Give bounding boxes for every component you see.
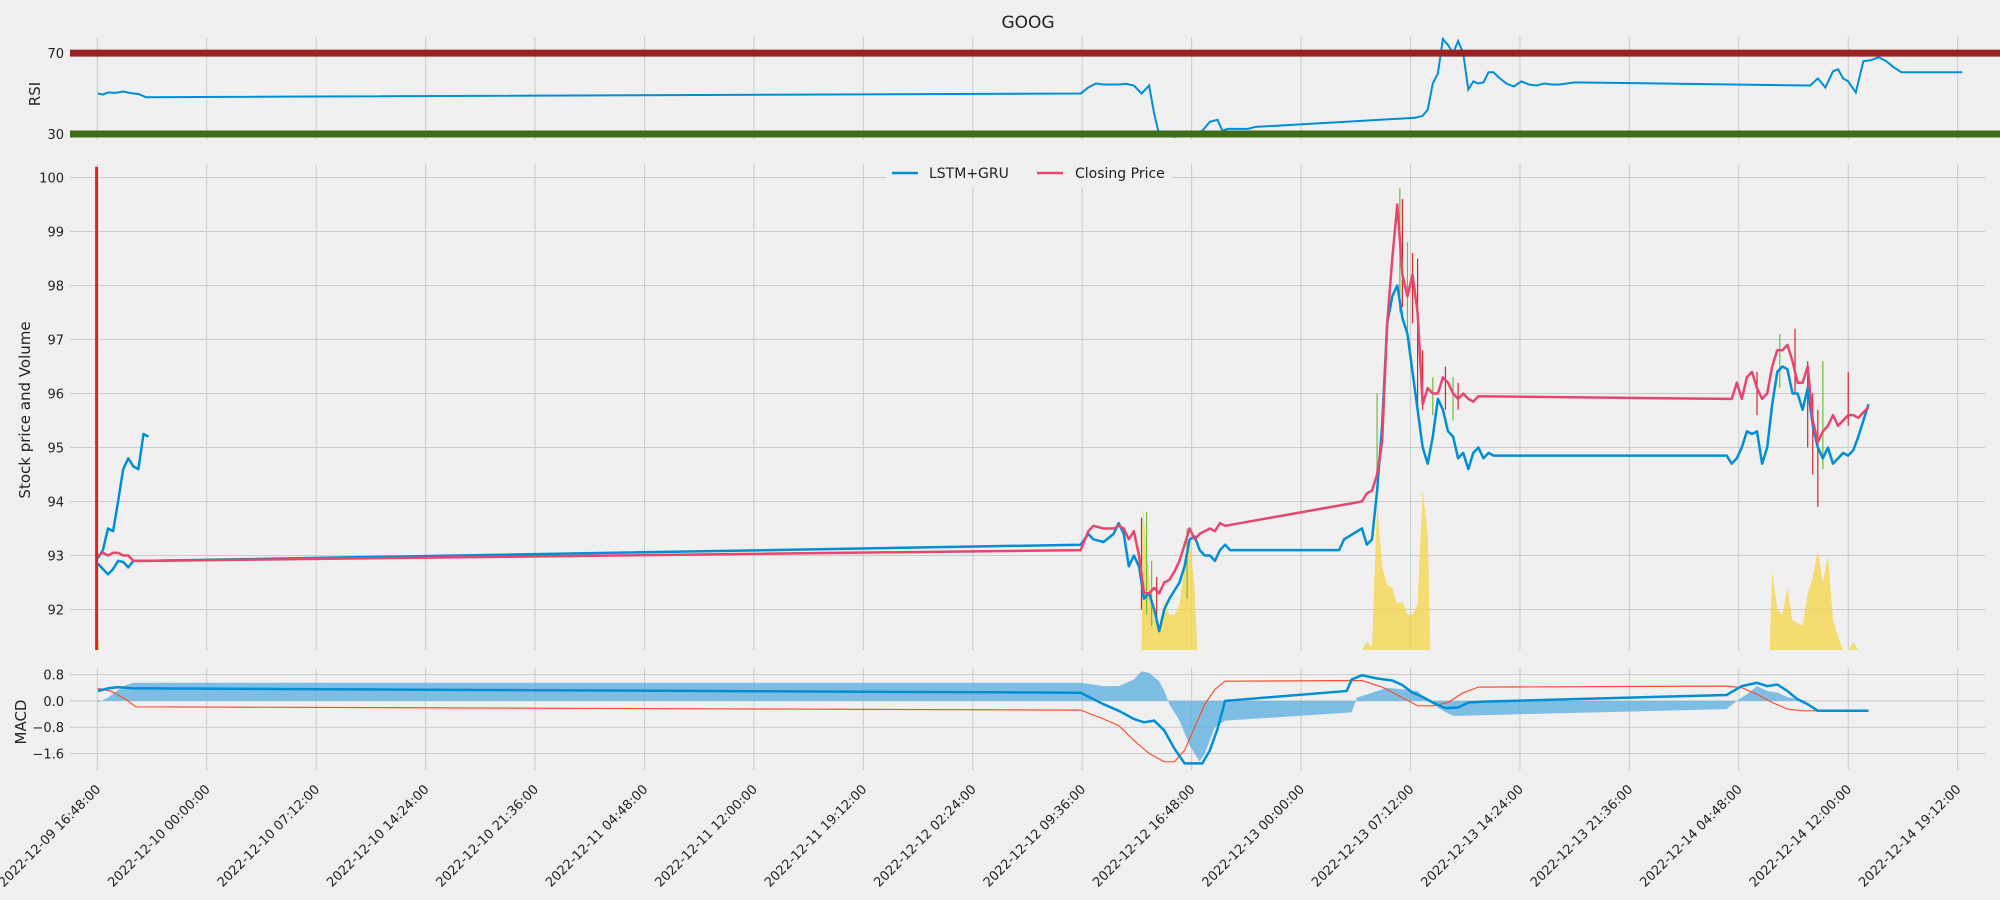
rsi-panel: 30 70 RSI bbox=[26, 36, 2000, 143]
price-ylabel: Stock price and Volume bbox=[16, 321, 34, 498]
rsi-series bbox=[70, 36, 2000, 139]
macd-panel: 0.8 0.0 −0.8 −1.6 MACD bbox=[12, 668, 1985, 770]
y-tick-label: 95 bbox=[47, 442, 64, 457]
closing-price-line bbox=[97, 203, 1870, 595]
macd-line bbox=[97, 673, 1869, 765]
macd-series bbox=[97, 671, 1869, 765]
y-tick-label: 100 bbox=[39, 172, 64, 187]
y-tick-label: 0.0 bbox=[43, 695, 64, 710]
y-tick-label: 70 bbox=[47, 47, 64, 62]
y-tick-label: 93 bbox=[47, 550, 64, 565]
macd-histogram bbox=[97, 671, 1869, 762]
rsi-ylabel: RSI bbox=[26, 82, 44, 106]
lstm-gru-line bbox=[96, 284, 1870, 633]
price-legend: LSTM+GRU Closing Price bbox=[886, 159, 1172, 187]
legend-box bbox=[886, 159, 1172, 187]
y-tick-label: 0.8 bbox=[43, 669, 64, 684]
legend-label-lstm-gru: LSTM+GRU bbox=[929, 166, 1009, 182]
y-tick-label: 30 bbox=[47, 128, 64, 143]
rsi-line bbox=[97, 36, 1963, 139]
y-tick-label: 94 bbox=[47, 496, 64, 511]
y-tick-label: −0.8 bbox=[32, 721, 64, 736]
macd-signal-line bbox=[97, 679, 1869, 763]
lstm-gru-line bbox=[96, 432, 150, 559]
volume-area bbox=[95, 490, 1859, 650]
chart-title: GOOG bbox=[1001, 13, 1054, 33]
price-volume bbox=[95, 490, 1859, 650]
price-panel: 92 93 94 95 96 97 98 99 100 Stock price and Volu… bbox=[16, 159, 1985, 650]
y-tick-label: −1.6 bbox=[32, 748, 64, 763]
price-ytick-labels: 92 93 94 95 96 97 98 99 100 bbox=[39, 172, 64, 619]
y-tick-label: 92 bbox=[47, 604, 64, 619]
price-series bbox=[95, 166, 1870, 650]
legend-label-closing-price: Closing Price bbox=[1075, 166, 1165, 182]
rsi-ytick-labels: 30 70 bbox=[47, 47, 64, 143]
y-tick-label: 99 bbox=[47, 226, 64, 241]
y-tick-label: 97 bbox=[47, 334, 64, 349]
y-tick-label: 98 bbox=[47, 280, 64, 295]
y-tick-label: 96 bbox=[47, 388, 64, 403]
macd-ytick-labels: 0.8 0.0 −0.8 −1.6 bbox=[32, 669, 64, 763]
macd-ylabel: MACD bbox=[12, 700, 30, 745]
price-grid bbox=[70, 164, 1985, 650]
